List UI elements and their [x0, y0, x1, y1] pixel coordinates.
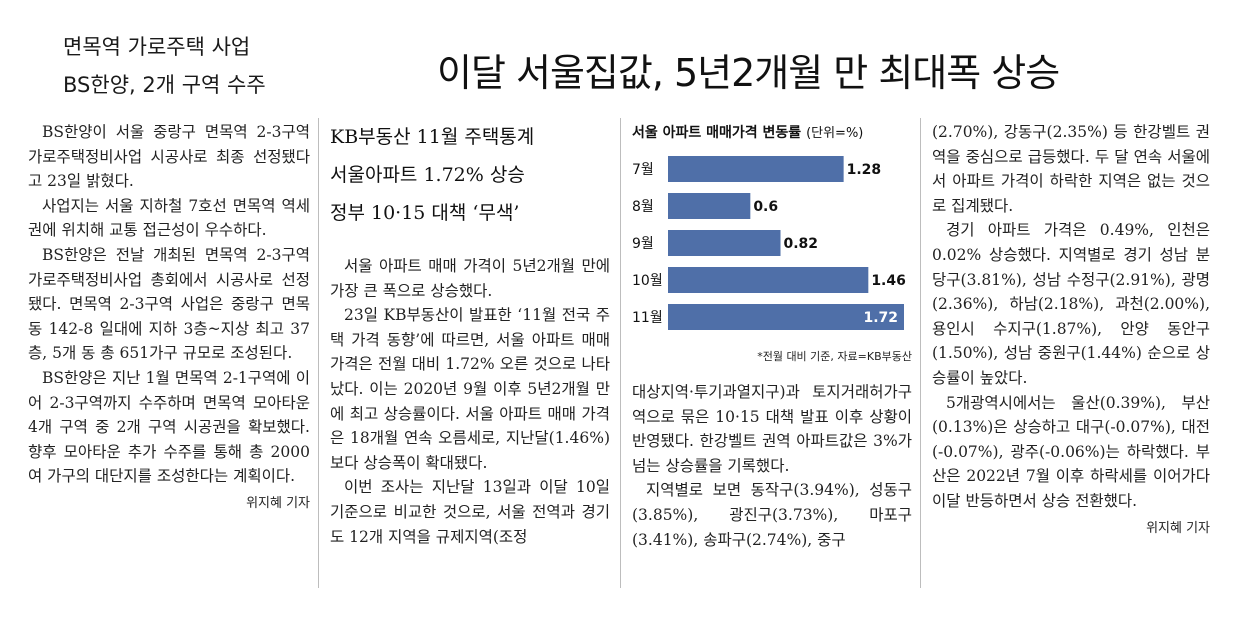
column-divider — [920, 118, 921, 588]
category-label: 11월 — [632, 310, 663, 326]
side-article-body: BS한양이 서울 중랑구 면목역 2-3구역 가로주택정비사업 시공사로 최종 … — [28, 120, 310, 517]
chart-title-text: 서울 아파트 매매가격 변동률 — [632, 125, 802, 141]
category-label: 8월 — [632, 199, 654, 215]
side-paragraph: BS한양이 서울 중랑구 면목역 2-3구역 가로주택정비사업 시공사로 최종 … — [28, 123, 310, 191]
bar — [668, 267, 869, 293]
side-byline: 위지혜 기자 — [246, 495, 310, 511]
side-paragraph: BS한양은 지난 1월 면목역 2-1구역에 이어 2-3구역까지 수주하며 면… — [28, 366, 310, 511]
value-label: 1.28 — [847, 162, 882, 178]
main-byline: 위지혜 기자 — [1146, 520, 1210, 536]
subhead-1: KB부동산 11월 주택통계 — [330, 126, 535, 148]
chart-title: 서울 아파트 매매가격 변동률 (단위=%) — [632, 122, 912, 142]
main-col-1-body: 서울 아파트 매매 가격이 5년2개월 만에 가장 큰 폭으로 상승했다. 23… — [330, 254, 610, 549]
bar — [668, 193, 751, 219]
side-paragraph: BS한양은 전날 개최된 면목역 2-3구역 가로주택정비사업 총회에서 시공사… — [28, 245, 310, 363]
main-headline: 이달 서울집값, 5년2개월 만 최대폭 상승 — [437, 51, 1060, 95]
main-col-3: (2.70%), 강동구(2.35%) 등 한강벨트 권역을 중심으로 급등했다… — [932, 120, 1210, 541]
chart-unit: (단위=%) — [806, 126, 864, 141]
value-label: 1.72 — [863, 310, 898, 326]
main-paragraph-text: 5개광역시에서는 울산(0.39%), 부산(0.13%)은 상승하고 대구(-… — [932, 393, 1210, 510]
main-paragraph: 서울 아파트 매매 가격이 5년2개월 만에 가장 큰 폭으로 상승했다. — [330, 257, 610, 300]
bar — [668, 304, 904, 330]
column-divider — [620, 118, 621, 588]
main-paragraph: 대상지역·투기과열지구)과 토지거래허가구역으로 묶은 10·15 대책 발표 … — [632, 383, 912, 475]
subhead-2: 서울아파트 1.72% 상승 — [330, 164, 525, 186]
main-col-2: 대상지역·투기과열지구)과 토지거래허가구역으로 묶은 10·15 대책 발표 … — [632, 380, 912, 552]
value-label: 0.6 — [753, 199, 778, 215]
side-headline-line2: BS한양, 2개 구역 수주 — [63, 73, 266, 97]
main-paragraph: 이번 조사는 지난달 13일과 이달 10일 기준으로 비교한 것으로, 서울 … — [330, 478, 610, 546]
chart-block: 서울 아파트 매매가격 변동률 (단위=%) 7월 1.28 8월 0.6 9월 0.82… — [632, 122, 912, 364]
main-col-1: KB부동산 11월 주택통계 서울아파트 1.72% 상승 정부 10·15 대… — [330, 118, 610, 549]
column-divider — [318, 118, 319, 588]
category-label: 9월 — [632, 236, 654, 252]
value-label: 1.46 — [871, 273, 906, 289]
category-label: 7월 — [632, 162, 654, 178]
main-paragraph: 23일 KB부동산이 발표한 ‘11월 전국 주택 가격 동향’에 따르면, 서… — [330, 306, 610, 472]
side-headline: 면목역 가로주택 사업 BS한양, 2개 구역 수주 — [63, 28, 266, 104]
bar — [668, 156, 844, 182]
side-paragraph: 사업지는 서울 지하철 7호선 면목역 역세권에 위치해 교통 접근성이 우수하… — [28, 196, 310, 240]
bar — [668, 230, 781, 256]
category-label: 10월 — [632, 273, 663, 289]
main-paragraph: 5개광역시에서는 울산(0.39%), 부산(0.13%)은 상승하고 대구(-… — [932, 391, 1210, 536]
value-label: 0.82 — [784, 236, 819, 252]
chart-note: *전월 대비 기준, 자료=KB부동산 — [757, 350, 912, 363]
main-paragraph: (2.70%), 강동구(2.35%) 등 한강벨트 권역을 중심으로 급등했다… — [932, 123, 1210, 215]
main-paragraph: 경기 아파트 가격은 0.49%, 인천은 0.02% 상승했다. 지역별로 경… — [932, 221, 1210, 387]
bar-chart: 7월 1.28 8월 0.6 9월 0.82 10월 1.46 11월 1.72 — [632, 156, 906, 330]
side-paragraph-text: BS한양은 지난 1월 면목역 2-1구역에 이어 2-3구역까지 수주하며 면… — [28, 368, 310, 486]
main-paragraph: 지역별로 보면 동작구(3.94%), 성동구(3.85%), 광진구(3.73… — [632, 481, 912, 549]
side-headline-line1: 면목역 가로주택 사업 — [63, 35, 251, 59]
subhead-3: 정부 10·15 대책 ‘무색’ — [330, 202, 520, 224]
